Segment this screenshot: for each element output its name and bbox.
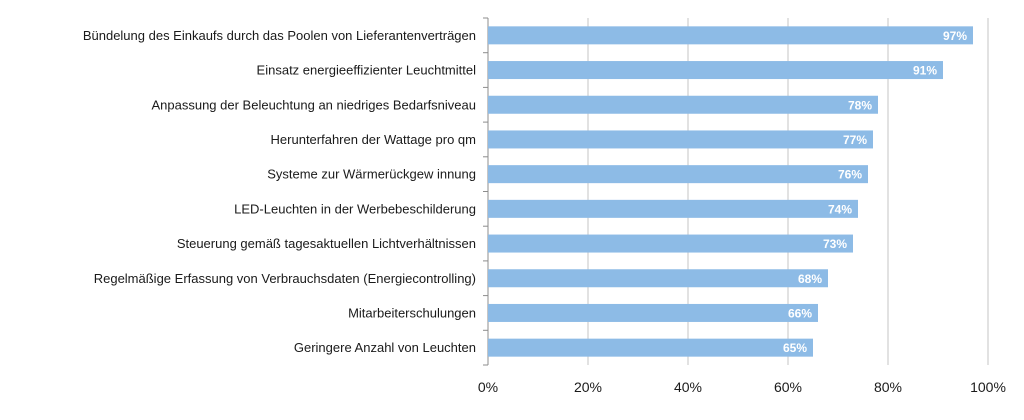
data-label: 73%	[823, 237, 847, 251]
bar	[488, 26, 973, 45]
category-label: Regelmäßige Erfassung von Verbrauchsdate…	[94, 271, 476, 286]
bar	[488, 234, 853, 253]
data-label: 97%	[943, 29, 967, 43]
data-label: 78%	[848, 98, 872, 112]
bar	[488, 269, 828, 288]
data-label: 65%	[783, 341, 807, 355]
data-label: 68%	[798, 272, 822, 286]
data-label: 77%	[843, 133, 867, 147]
bar	[488, 338, 813, 357]
data-label: 66%	[788, 306, 812, 320]
bars	[488, 26, 973, 357]
category-label: Herunterfahren der Wattage pro qm	[271, 132, 476, 147]
data-label: 91%	[913, 64, 937, 78]
bar	[488, 199, 858, 218]
x-tick-label: 40%	[674, 379, 702, 395]
category-label: Einsatz energieeffizienter Leuchtmittel	[257, 63, 477, 78]
x-tick-label: 60%	[774, 379, 802, 395]
bar	[488, 61, 943, 80]
axes	[483, 17, 489, 366]
category-label: Geringere Anzahl von Leuchten	[294, 340, 476, 355]
data-label: 76%	[838, 168, 862, 182]
category-label: LED-Leuchten in der Werbebeschilderung	[234, 201, 476, 216]
bar	[488, 130, 873, 149]
bar	[488, 95, 878, 114]
x-tick-label: 0%	[478, 379, 498, 395]
category-label: Anpassung der Beleuchtung an niedriges B…	[151, 97, 476, 112]
bar	[488, 165, 868, 184]
category-label: Bündelung des Einkaufs durch das Poolen …	[83, 28, 476, 43]
labels: 0% 20% 40% 60% 80% 100% Bündelung des Einkaufs…	[83, 28, 1006, 395]
bar	[488, 303, 818, 322]
category-label: Systeme zur Wärmerückgew innung	[267, 167, 476, 182]
category-label: Steuerung gemäß tagesaktuellen Lichtverh…	[177, 236, 476, 251]
x-tick-label: 20%	[574, 379, 602, 395]
category-label: Mitarbeiterschulungen	[348, 305, 476, 320]
x-tick-label: 80%	[874, 379, 902, 395]
x-tick-label: 100%	[970, 379, 1006, 395]
data-label: 74%	[828, 202, 852, 216]
